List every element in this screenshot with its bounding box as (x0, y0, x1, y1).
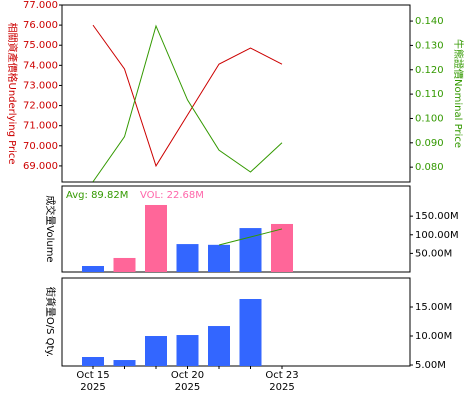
annotation: Avg: 89.82M (66, 190, 128, 201)
x-tick-label: Oct 23 2025 (265, 370, 299, 393)
bar (176, 335, 199, 366)
x-tick-label: Oct 15 2025 (76, 370, 110, 393)
panel-frame (61, 277, 411, 367)
bar (82, 266, 104, 272)
bar (208, 244, 230, 272)
y2-tick-label: 0.090 (415, 138, 444, 149)
bar (176, 244, 199, 272)
y-axis-title: 相關資產價格Underlying Price (6, 22, 19, 164)
y-tick-label: 77.000 (23, 0, 58, 11)
annotation: VOL: 22.68M (140, 190, 204, 201)
y-tick-label: 5.00M (415, 360, 446, 371)
y-tick-label: 15.00M (415, 302, 452, 313)
bar (113, 360, 136, 366)
y2-tick-label: 0.130 (415, 40, 444, 51)
y-tick-label: 72.000 (23, 101, 58, 112)
y-tick-label: 150.00M (415, 211, 459, 222)
y-axis-title: 成交量Volume (44, 195, 57, 262)
y2-tick-label: 0.100 (415, 113, 444, 124)
bar (145, 336, 167, 366)
bar (145, 204, 167, 272)
y2-tick-label: 0.120 (415, 65, 444, 76)
bar (271, 223, 293, 272)
x-tick-label: Oct 20 2025 (170, 370, 205, 393)
y-tick-label: 76.000 (23, 20, 58, 31)
y-tick-label: 10.00M (415, 331, 452, 342)
y-axis-title: 街貨量O/S Qty. (44, 287, 57, 357)
volume-line (218, 228, 283, 246)
y-tick-label: 69.000 (23, 161, 58, 172)
bar (239, 228, 262, 272)
panel-frame (61, 185, 411, 273)
y-tick-label: 70.000 (23, 141, 58, 152)
y2-tick-label: 0.140 (415, 16, 444, 27)
bar (82, 357, 104, 366)
panel-frame (61, 4, 411, 183)
y2-axis-title: 牛熊證價Nominal Price (452, 39, 465, 148)
bar (208, 326, 230, 366)
price-line (92, 24, 283, 168)
y-tick-label: 75.000 (23, 40, 58, 51)
price-line (92, 24, 283, 183)
y-tick-label: 74.000 (23, 60, 58, 71)
y2-tick-label: 0.080 (415, 162, 444, 173)
y-tick-label: 100.00M (415, 230, 459, 241)
y-tick-label: 73.000 (23, 80, 58, 91)
bar (239, 298, 262, 366)
y-tick-label: 50.00M (415, 248, 452, 259)
bar (113, 257, 136, 272)
y-tick-label: 71.000 (23, 121, 58, 132)
y2-tick-label: 0.110 (415, 89, 444, 100)
